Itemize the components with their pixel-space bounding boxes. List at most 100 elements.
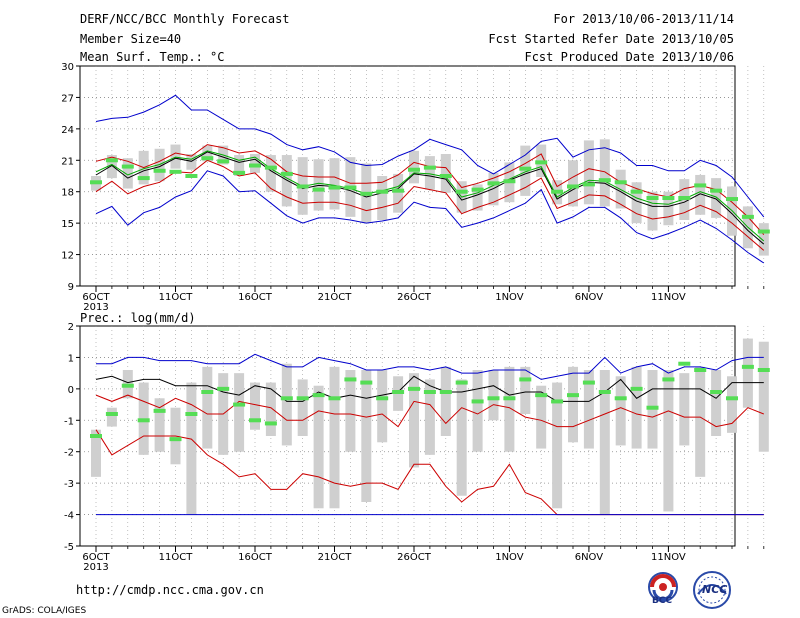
climatology-mark (264, 421, 277, 426)
climatology-mark (519, 166, 532, 171)
spread-box (409, 373, 419, 468)
y-tick-label: -4 (64, 511, 74, 522)
spread-box (456, 379, 467, 496)
grads-credit: GrADS: COLA/IGES (2, 606, 87, 616)
x-tick-label: 16OCT (238, 552, 273, 563)
x-tick-label: 26OCT (397, 292, 432, 303)
climatology-mark (360, 191, 373, 196)
spread-box (520, 145, 531, 196)
climatology-mark (551, 189, 564, 194)
climatology-mark (169, 169, 182, 174)
series-lower-line (95, 159, 765, 251)
climatology-mark (105, 412, 118, 416)
spread-box (424, 379, 435, 455)
climatology-mark (741, 214, 754, 219)
y-tick-label: 30 (61, 62, 74, 73)
climatology-mark (646, 405, 659, 410)
y-tick-label: 27 (61, 93, 74, 104)
climatology-mark (757, 368, 770, 372)
y-tick-label: 12 (61, 251, 74, 262)
climatology-mark (535, 160, 548, 165)
climatology-mark (153, 168, 166, 173)
climatology-mark (694, 183, 707, 188)
climatology-mark (487, 396, 500, 401)
climatology-mark (598, 390, 611, 394)
spread-box (727, 376, 737, 433)
climatology-mark (503, 179, 516, 184)
climatology-mark (662, 377, 675, 382)
spread-box (552, 382, 563, 509)
climatology-mark (249, 418, 261, 423)
climatology-mark (694, 368, 707, 372)
climatology-mark (233, 402, 246, 407)
climatology-mark (344, 377, 357, 382)
climatology-mark (392, 188, 405, 193)
climatology-mark (710, 188, 723, 193)
spread-box (520, 366, 531, 414)
x-tick-label: 6NOV (575, 292, 604, 303)
climatology-mark (662, 196, 675, 200)
climatology-mark (503, 396, 516, 401)
climatology-mark (344, 185, 357, 190)
climatology-mark (328, 185, 341, 190)
spread-box (377, 176, 388, 220)
spread-box (472, 370, 483, 452)
spread-box (409, 150, 419, 184)
climatology-mark (423, 165, 436, 170)
spread-box (440, 366, 451, 436)
x-tick-label: 11NOV (651, 292, 686, 303)
chart-title: DERF/NCC/BCC Monthly Forecast (80, 12, 290, 26)
x-tick-label: 11OCT (159, 292, 194, 303)
spread-box (361, 370, 372, 502)
climatology-mark (567, 184, 579, 189)
spread-box (329, 158, 340, 210)
precip-label: Prec.: log(mm/d) (80, 311, 196, 325)
spread-box (631, 366, 642, 449)
climatology-mark (105, 158, 118, 163)
spread-box (122, 158, 133, 189)
spread-box (679, 373, 690, 446)
y-tick-label: 1 (68, 353, 74, 364)
climatology-mark (551, 399, 564, 404)
spread-box (202, 145, 213, 162)
bcc-logo-text: BCC (652, 596, 673, 606)
climatology-mark (439, 174, 452, 178)
series-max-line (95, 94, 765, 218)
climatology-mark (535, 393, 548, 398)
spread-box (758, 341, 769, 452)
climatology-mark (487, 181, 500, 186)
climatology-mark (328, 396, 341, 401)
spread-box (711, 178, 722, 218)
spread-box (488, 370, 499, 421)
climatology-mark (455, 189, 468, 194)
y-tick-label: 0 (68, 385, 74, 396)
spread-box (106, 407, 117, 427)
spread-box (663, 191, 674, 226)
climatology-mark (217, 159, 230, 164)
climatology-mark (233, 170, 246, 175)
y-tick-label: -5 (64, 542, 74, 553)
series-min_line-line (95, 394, 764, 428)
climatology-mark (264, 165, 277, 170)
climatology-mark (201, 390, 214, 394)
variable-label: Mean Surf. Temp.: °C (80, 50, 225, 64)
climatology-mark (646, 196, 659, 200)
spread-box (424, 156, 435, 190)
forecast-produced-date: Fcst Produced Date 2013/10/06 (524, 50, 734, 64)
spread-box (711, 370, 722, 436)
climatology-mark (630, 189, 643, 194)
climatology-mark (567, 393, 579, 398)
source-url[interactable]: http://cmdp.ncc.cma.gov.cn (76, 583, 264, 597)
spread-box (297, 379, 308, 436)
climatology-mark (757, 229, 770, 234)
series-mean-line (95, 151, 765, 245)
climatology-mark (90, 180, 102, 185)
spread-box (695, 174, 706, 215)
y-tick-label: -1 (64, 416, 74, 427)
climatology-mark (471, 399, 484, 404)
spread-box (91, 429, 101, 477)
climatology-mark (439, 390, 452, 394)
ncc-logo: NCC (690, 570, 734, 610)
spread-box (377, 370, 388, 443)
spread-box (186, 382, 197, 515)
